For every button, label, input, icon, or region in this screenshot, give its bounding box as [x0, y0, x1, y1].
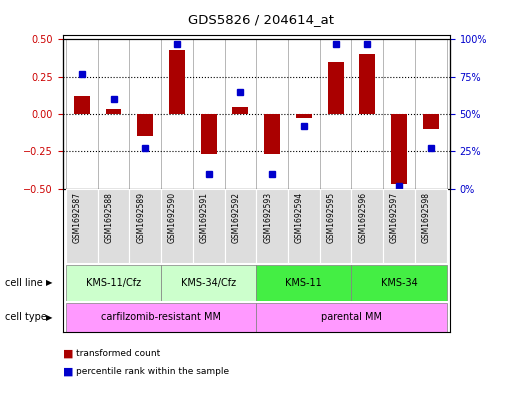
Text: GSM1692595: GSM1692595 — [326, 192, 336, 244]
Text: ■: ■ — [63, 349, 73, 359]
FancyBboxPatch shape — [66, 303, 256, 332]
FancyBboxPatch shape — [351, 265, 447, 301]
Text: cell line: cell line — [5, 278, 43, 288]
FancyBboxPatch shape — [256, 189, 288, 263]
Text: percentile rank within the sample: percentile rank within the sample — [76, 367, 229, 376]
FancyBboxPatch shape — [256, 265, 351, 301]
Text: ▶: ▶ — [47, 279, 53, 287]
FancyBboxPatch shape — [256, 303, 447, 332]
Bar — [106, 110, 121, 114]
Bar — [264, 114, 280, 154]
Bar — [169, 50, 185, 114]
Bar — [201, 114, 217, 154]
Bar — [359, 54, 375, 114]
Text: GSM1692598: GSM1692598 — [422, 192, 431, 243]
Bar — [423, 114, 439, 129]
FancyBboxPatch shape — [129, 189, 161, 263]
Text: parental MM: parental MM — [321, 312, 382, 322]
Text: KMS-34/Cfz: KMS-34/Cfz — [181, 278, 236, 288]
FancyBboxPatch shape — [161, 265, 256, 301]
FancyBboxPatch shape — [161, 189, 193, 263]
Text: GSM1692592: GSM1692592 — [231, 192, 241, 243]
FancyBboxPatch shape — [66, 265, 161, 301]
FancyBboxPatch shape — [320, 189, 351, 263]
Text: GSM1692588: GSM1692588 — [105, 192, 113, 243]
Text: transformed count: transformed count — [76, 349, 160, 358]
Text: GSM1692594: GSM1692594 — [295, 192, 304, 244]
Text: KMS-34: KMS-34 — [381, 278, 417, 288]
Bar — [327, 62, 344, 114]
Bar — [233, 107, 248, 114]
FancyBboxPatch shape — [288, 189, 320, 263]
FancyBboxPatch shape — [193, 189, 224, 263]
Text: GSM1692587: GSM1692587 — [73, 192, 82, 243]
FancyBboxPatch shape — [415, 189, 447, 263]
Bar — [391, 114, 407, 184]
FancyBboxPatch shape — [351, 189, 383, 263]
Text: GSM1692591: GSM1692591 — [200, 192, 209, 243]
Text: GSM1692596: GSM1692596 — [358, 192, 367, 244]
Text: GSM1692589: GSM1692589 — [136, 192, 145, 243]
FancyBboxPatch shape — [383, 189, 415, 263]
Text: ▶: ▶ — [47, 313, 53, 322]
Text: GSM1692597: GSM1692597 — [390, 192, 399, 244]
Text: cell type: cell type — [5, 312, 47, 322]
FancyBboxPatch shape — [98, 189, 129, 263]
Text: KMS-11/Cfz: KMS-11/Cfz — [86, 278, 141, 288]
Bar — [74, 96, 90, 114]
Text: GDS5826 / 204614_at: GDS5826 / 204614_at — [188, 13, 335, 26]
Bar — [138, 114, 153, 136]
FancyBboxPatch shape — [224, 189, 256, 263]
Text: KMS-11: KMS-11 — [286, 278, 322, 288]
Text: carfilzomib-resistant MM: carfilzomib-resistant MM — [101, 312, 221, 322]
Text: GSM1692590: GSM1692590 — [168, 192, 177, 244]
Text: ■: ■ — [63, 366, 73, 376]
Text: GSM1692593: GSM1692593 — [263, 192, 272, 244]
FancyBboxPatch shape — [66, 189, 98, 263]
Bar — [296, 114, 312, 118]
